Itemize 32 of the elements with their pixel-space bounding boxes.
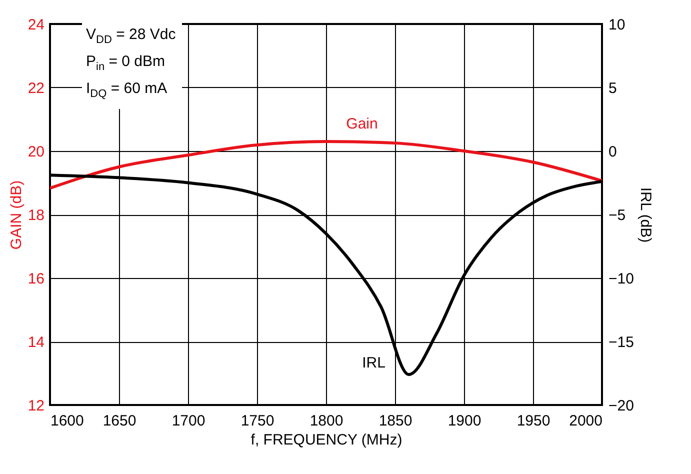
x-tick-label: 1700	[172, 412, 206, 430]
line-series	[50, 140, 602, 190]
y-axis-title: GAIN (dB)	[8, 180, 25, 250]
x-axis-title: f, FREQUENCY (MHz)	[250, 432, 402, 448]
y-tick-label: 14	[28, 334, 44, 351]
x-tick-label: 1800	[310, 412, 344, 430]
annotation: P$_{in}$ = 0 dBm	[86, 52, 166, 75]
x-tick-label: 1650	[102, 412, 136, 430]
x-tick-label: 1600	[50, 412, 84, 430]
y2-tick-label: 5	[608, 80, 617, 97]
x-tick-label: 2000	[569, 412, 602, 430]
y-tick-label: 20	[28, 144, 44, 160]
y-tick-label: 12	[28, 398, 44, 414]
y2-tick-label: 0	[608, 144, 617, 160]
x-tick-label: 1850	[378, 412, 412, 430]
annotation: I$_{DQ}$ = 60 mA	[86, 79, 168, 102]
series-label: Gain	[346, 115, 378, 132]
y-tick-label: 16	[28, 270, 44, 288]
y2-axis-title: IRL (dB)	[636, 187, 654, 243]
y2-tick-label: −20	[608, 398, 634, 414]
y-tick-label: 24	[28, 16, 44, 34]
y2-tick-label: −10	[608, 270, 634, 288]
series-label: IRL	[362, 354, 386, 372]
annotation: V$_{DD}$ = 28 Vdc	[86, 25, 176, 48]
y-tick-label: 22	[28, 80, 44, 97]
y2-tick-label: −5	[608, 207, 626, 224]
x-tick-label: 1950	[516, 412, 550, 430]
y-tick-label: 18	[28, 207, 44, 224]
y2-tick-label: 10	[608, 16, 626, 34]
x-tick-label: 1900	[448, 412, 482, 430]
x-tick-label: 1750	[240, 412, 274, 430]
y2-tick-label: −15	[608, 334, 634, 351]
